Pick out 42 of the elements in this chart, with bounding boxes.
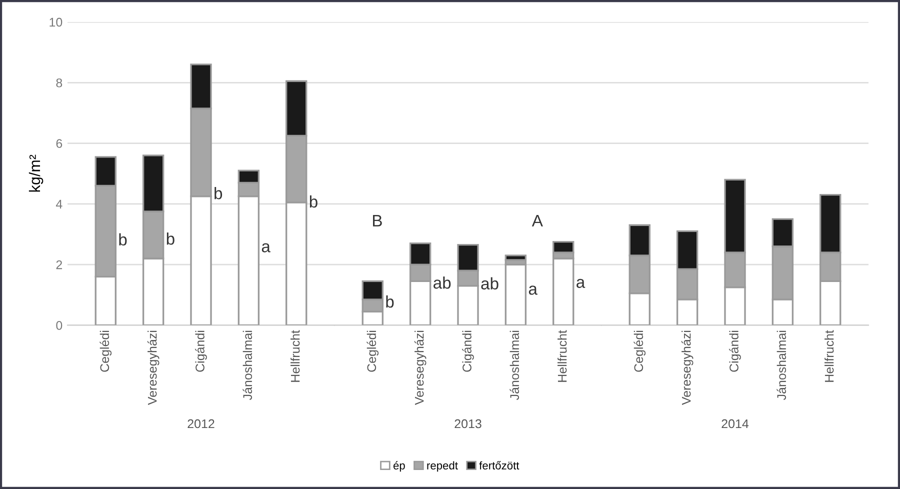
x-tick-label: Jánoshalmai bbox=[776, 330, 786, 400]
annotation: a bbox=[262, 243, 270, 252]
bar bbox=[552, 258, 574, 326]
x-axis-title: 2014 bbox=[722, 419, 749, 428]
x-tick-label: Jánoshalmai bbox=[510, 330, 520, 400]
x-tick-label: Veresegyházi bbox=[147, 330, 160, 406]
y-tick-label: 0 bbox=[56, 320, 62, 330]
y-tick-label: 2 bbox=[56, 260, 62, 270]
x-axis-title: 2012 bbox=[188, 419, 214, 428]
annotation: b bbox=[166, 232, 174, 245]
x-tick-label: Ceglédi bbox=[366, 330, 379, 372]
x-axis-title: 2013 bbox=[454, 419, 482, 428]
x-tick-label: Hellfrucht bbox=[824, 330, 834, 382]
y-tick-label: 6 bbox=[56, 139, 62, 148]
x-tick-label: Ceglédi bbox=[100, 330, 112, 372]
annotation: b bbox=[214, 187, 222, 200]
bar bbox=[504, 264, 527, 326]
y-tick-label: 10 bbox=[50, 18, 62, 27]
y-axis-title: kg/m² bbox=[28, 154, 44, 192]
x-tick-label: Jánoshalmai bbox=[242, 330, 252, 400]
x-tick-label: Veresegyházi bbox=[414, 330, 426, 406]
y-tick-label: 4 bbox=[56, 200, 62, 208]
annotation: B bbox=[373, 214, 382, 226]
annotation: a bbox=[576, 278, 586, 288]
x-tick-label: Cigándi bbox=[729, 330, 741, 372]
annotation: b bbox=[119, 233, 127, 246]
annotation: ab bbox=[434, 276, 451, 289]
legend-label: fertőzött bbox=[479, 461, 520, 470]
annotation: a bbox=[528, 286, 538, 295]
x-tick-label: Veresegyházi bbox=[681, 330, 694, 406]
legend-label: repedt bbox=[427, 461, 458, 472]
legend-label: ép bbox=[393, 461, 405, 472]
annotation: b bbox=[310, 195, 318, 208]
annotation: ab bbox=[481, 277, 498, 290]
x-tick-label: Ceglédi bbox=[634, 330, 646, 372]
x-tick-label: Cigándi bbox=[462, 330, 474, 372]
y-tick-label: 8 bbox=[56, 78, 62, 88]
x-tick-label: Hellfrucht bbox=[290, 330, 300, 382]
annotation: A bbox=[532, 214, 543, 226]
x-tick-label: Cigándi bbox=[195, 330, 207, 372]
x-tick-label: Hellfrucht bbox=[558, 330, 567, 382]
annotation: b bbox=[386, 295, 394, 308]
